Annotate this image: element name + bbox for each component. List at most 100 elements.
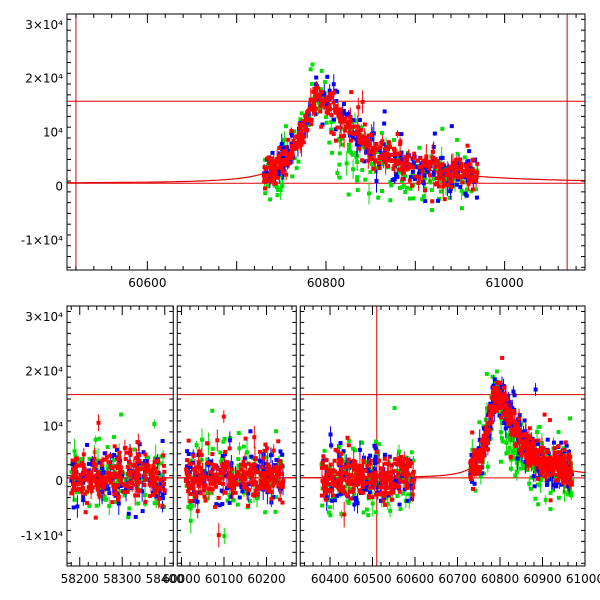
data-point <box>113 481 118 486</box>
data-point <box>105 445 110 450</box>
data-point <box>188 464 193 469</box>
data-point <box>360 158 365 163</box>
data-point <box>368 461 373 466</box>
data-point <box>221 439 226 444</box>
data-point <box>535 457 540 462</box>
data-point <box>346 500 351 505</box>
data-point <box>152 477 157 482</box>
data-point <box>344 124 349 129</box>
data-point <box>519 453 524 458</box>
data-point <box>324 115 329 120</box>
data-point <box>523 459 528 464</box>
data-point <box>514 469 519 474</box>
data-point <box>251 492 256 497</box>
data-point <box>341 119 346 124</box>
x-tick-label: 61000 <box>486 276 524 290</box>
data-point <box>259 459 264 464</box>
data-point <box>272 480 277 485</box>
data-point <box>339 134 344 139</box>
data-point <box>275 193 280 198</box>
data-point <box>88 480 93 485</box>
data-point <box>383 461 388 466</box>
data-point <box>325 487 330 492</box>
data-point <box>495 380 500 385</box>
data-point <box>235 473 240 478</box>
data-point <box>464 163 469 168</box>
data-point <box>242 463 247 468</box>
data-point <box>388 508 393 513</box>
data-point <box>278 481 283 486</box>
data-point <box>329 486 334 491</box>
data-point <box>185 449 190 454</box>
data-point <box>252 435 257 440</box>
data-point <box>529 444 534 449</box>
data-point <box>277 168 282 173</box>
data-point <box>427 159 432 164</box>
data-point <box>514 449 519 454</box>
data-point <box>551 488 556 493</box>
data-point <box>481 441 486 446</box>
data-point <box>245 450 250 455</box>
data-point <box>334 98 339 103</box>
data-point <box>354 482 359 487</box>
data-point <box>325 74 330 79</box>
data-point <box>305 110 310 115</box>
data-point <box>324 101 329 106</box>
data-point <box>404 466 409 471</box>
data-point <box>319 87 324 92</box>
data-point <box>528 486 533 491</box>
data-point <box>134 474 139 479</box>
data-point <box>232 478 237 483</box>
data-point <box>470 178 475 183</box>
data-point <box>504 417 509 422</box>
data-point <box>116 461 121 466</box>
data-point <box>227 500 232 505</box>
data-point <box>490 407 495 412</box>
data-point <box>279 463 284 468</box>
data-point <box>252 462 257 467</box>
data-point <box>552 483 557 488</box>
data-point <box>366 456 371 461</box>
data-point <box>408 175 413 180</box>
data-point <box>411 458 416 463</box>
data-point <box>140 489 145 494</box>
data-point <box>502 420 507 425</box>
data-point <box>370 474 375 479</box>
data-point <box>431 176 436 181</box>
data-point <box>329 95 334 100</box>
data-point <box>353 460 358 465</box>
data-point <box>143 452 148 457</box>
data-point <box>132 447 137 452</box>
data-point <box>107 460 112 465</box>
data-point <box>563 454 568 459</box>
data-point <box>283 161 288 166</box>
data-point <box>347 486 352 491</box>
data-point <box>369 479 374 484</box>
data-point <box>432 131 437 136</box>
data-point <box>209 462 214 467</box>
data-point <box>271 448 276 453</box>
data-point <box>222 533 227 538</box>
data-point <box>71 462 76 467</box>
data-point <box>468 166 473 171</box>
data-point <box>240 479 245 484</box>
data-point <box>441 172 446 177</box>
data-point <box>548 472 553 477</box>
data-point <box>221 471 226 476</box>
data-point <box>294 141 299 146</box>
data-point <box>322 489 327 494</box>
data-point <box>231 497 236 502</box>
data-point <box>410 496 415 501</box>
data-point <box>107 491 112 496</box>
data-point <box>437 166 442 171</box>
data-point <box>453 177 458 182</box>
data-point <box>236 457 241 462</box>
data-point <box>272 159 277 164</box>
data-point <box>477 464 482 469</box>
data-point <box>380 152 385 157</box>
data-point <box>266 161 271 166</box>
data-point <box>355 160 360 165</box>
data-point <box>499 459 504 464</box>
data-point <box>478 459 483 464</box>
data-point <box>123 456 128 461</box>
